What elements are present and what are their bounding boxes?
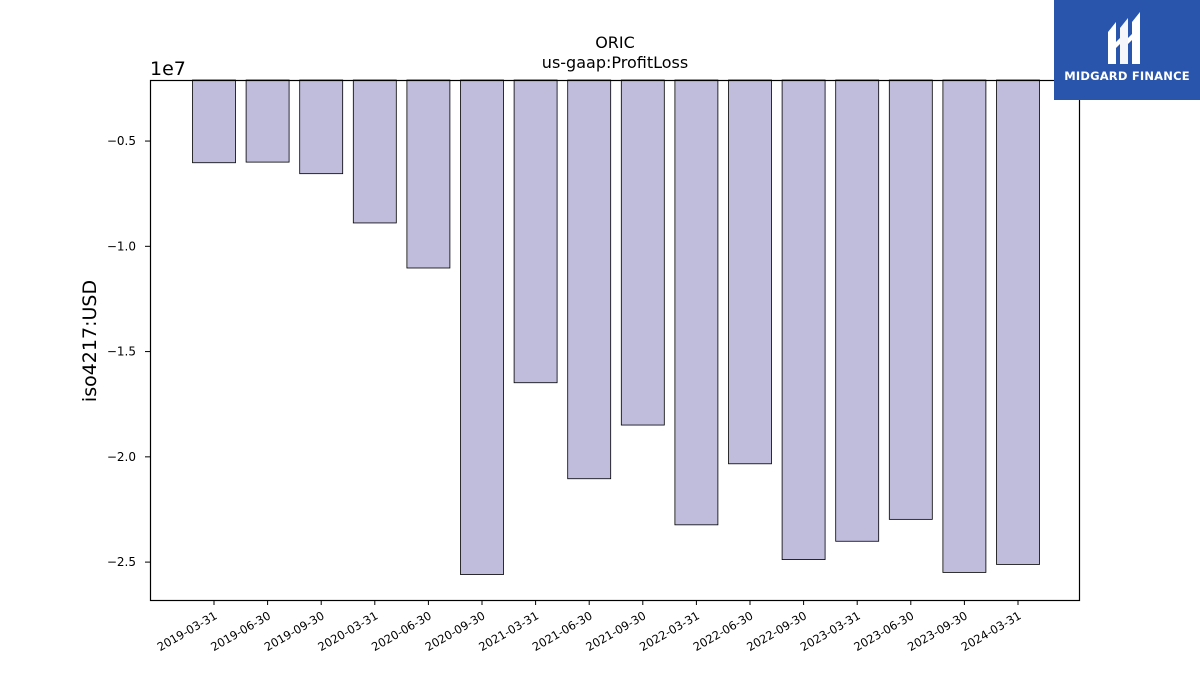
y-tick-label: −2.5 bbox=[107, 555, 136, 569]
bar-2020-03-31 bbox=[352, 79, 397, 224]
logo-text: MIDGARD FINANCE bbox=[1064, 69, 1190, 83]
x-tick-label: 2020-03-31 bbox=[315, 608, 380, 654]
x-tick-label: 2022-03-31 bbox=[637, 608, 702, 654]
bar-2021-03-31 bbox=[513, 79, 558, 384]
bar-2020-06-30 bbox=[406, 79, 451, 269]
bar-2021-09-30 bbox=[620, 79, 665, 426]
bar-2022-09-30 bbox=[781, 79, 826, 560]
x-tick-label: 2022-09-30 bbox=[744, 608, 809, 654]
x-tick-label: 2021-09-30 bbox=[583, 608, 648, 654]
x-tick-label: 2020-06-30 bbox=[369, 608, 434, 654]
y-axis-label: iso4217:USD bbox=[79, 280, 101, 402]
x-tick-label: 2019-06-30 bbox=[208, 608, 273, 654]
chart-subtitle: us-gaap:ProfitLoss bbox=[542, 53, 688, 72]
bar-2019-03-31 bbox=[192, 79, 236, 164]
bar-2019-06-30 bbox=[245, 79, 290, 163]
bars-layer bbox=[192, 79, 1040, 575]
x-tick-label: 2019-09-30 bbox=[262, 608, 327, 654]
bar-2020-09-30 bbox=[460, 79, 504, 575]
x-tick-label: 2020-09-30 bbox=[423, 608, 488, 654]
y-tick-label: −1.0 bbox=[107, 239, 136, 253]
y-tick-label: −0.5 bbox=[107, 134, 136, 148]
midgard-logo-icon bbox=[1108, 12, 1140, 64]
bar-2021-06-30 bbox=[567, 79, 612, 480]
bar-2022-06-30 bbox=[728, 79, 772, 465]
axis-offset-label: 1e7 bbox=[150, 58, 186, 80]
x-tick-label: 2022-06-30 bbox=[691, 608, 756, 654]
chart-title: ORIC bbox=[595, 33, 635, 52]
x-tick-label: 2021-03-31 bbox=[476, 608, 541, 654]
x-tick-label: 2023-06-30 bbox=[851, 608, 916, 654]
bar-2024-03-31 bbox=[996, 79, 1040, 565]
bar-2019-09-30 bbox=[299, 79, 344, 175]
y-tick-label: −2.0 bbox=[107, 450, 136, 464]
ticks-layer: 2019-03-312019-06-302019-09-302020-03-31… bbox=[107, 134, 1024, 654]
x-tick-label: 2023-09-30 bbox=[905, 608, 970, 654]
bar-2023-06-30 bbox=[888, 79, 933, 520]
y-tick-label: −1.5 bbox=[107, 345, 136, 359]
x-tick-label: 2019-03-31 bbox=[155, 608, 220, 654]
x-tick-label: 2021-06-30 bbox=[530, 608, 595, 654]
x-tick-label: 2023-03-31 bbox=[798, 608, 863, 654]
bar-2022-03-31 bbox=[674, 79, 719, 526]
plot-frame bbox=[149, 79, 1081, 602]
x-tick-label: 2024-03-31 bbox=[959, 608, 1024, 654]
bar-2023-03-31 bbox=[835, 79, 880, 542]
bar-2023-09-30 bbox=[942, 79, 987, 573]
brand-logo: MIDGARD FINANCE bbox=[1054, 0, 1200, 100]
